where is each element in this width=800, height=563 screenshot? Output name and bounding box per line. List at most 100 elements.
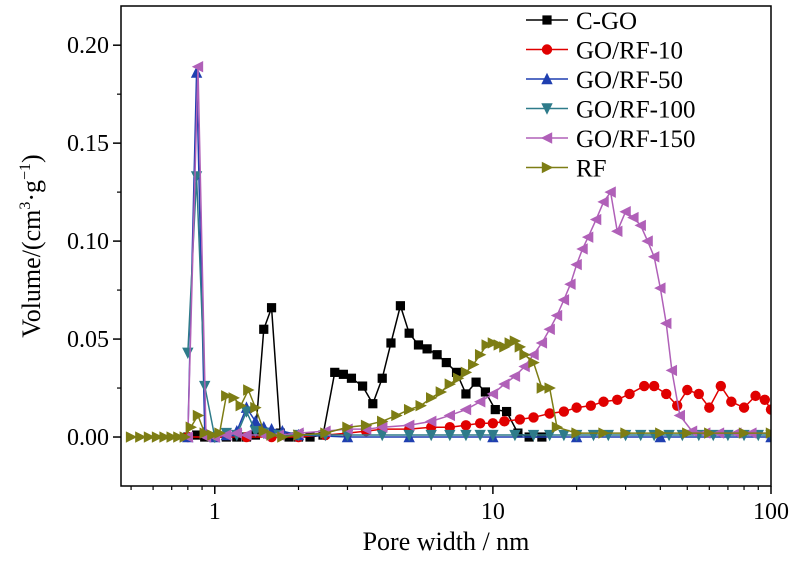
data-point [443,409,456,422]
data-point [214,427,226,439]
legend-label: RF [576,156,607,183]
tick-layer: 0.00 0.05 0.10 0.15 0.20 1 10 100 [67,33,789,525]
legend-label: GO/RF-100 [576,97,695,124]
series-layer [125,61,771,444]
data-point [395,301,406,311]
data-point [166,431,178,443]
data-point [404,328,414,338]
legend-item: GO/RF-50 [526,67,683,94]
legend-marker [541,72,553,85]
data-point [598,427,610,439]
data-point [192,409,205,422]
data-point [402,419,415,431]
data-point [243,384,255,396]
legend-label: GO/RF-150 [576,126,695,153]
data-point [481,339,493,351]
data-point [258,425,270,437]
data-point [647,251,660,263]
data-point [338,369,348,379]
data-point [682,384,693,396]
data-point [765,404,771,415]
data-point [620,427,632,439]
y-axis-title-sup2: −1 [17,163,34,180]
legend-marker [541,103,553,115]
data-point [474,418,486,429]
data-point [673,409,686,422]
data-point [544,382,556,394]
data-point [693,388,704,400]
data-point [143,431,156,443]
data-point [519,349,531,361]
data-point [672,400,683,411]
data-point [528,356,540,369]
data-point [342,421,354,433]
data-point [509,335,522,347]
data-point [228,392,240,404]
data-point [377,373,387,383]
data-point [480,387,491,397]
data-point [221,390,233,402]
legend-marker [540,132,553,144]
data-point [346,373,357,383]
x-axis-title: Pore width / nm [363,527,530,556]
y-tick-label: 0.20 [67,33,109,59]
data-point [527,349,539,361]
data-point [240,429,252,441]
data-point [220,429,232,441]
data-point [293,429,305,441]
data-point [266,303,277,313]
data-point [627,211,639,224]
data-point [173,431,185,443]
y-tick-label: 0.10 [67,229,109,255]
data-point [415,399,427,412]
data-point [250,401,262,414]
data-point [759,394,771,405]
data-point [490,404,500,415]
data-point [191,61,204,73]
data-point [514,414,526,425]
data-point [360,419,373,431]
data-point [660,317,672,330]
data-point [612,394,623,405]
data-point [444,378,457,390]
data-point [750,390,761,402]
y-axis-title-mid: ·g [17,180,46,202]
data-point [558,406,570,417]
data-point [444,429,456,442]
data-point [182,347,194,359]
x-tick-label: 100 [753,499,789,525]
data-point [487,418,499,429]
x-tick-label: 1 [209,499,221,525]
data-point [597,196,609,208]
data-point [435,386,448,398]
data-point [704,427,716,439]
data-point [432,350,442,360]
data-point [655,427,667,439]
legend-label: GO/RF-10 [576,38,683,65]
legend-item: GO/RF-100 [526,97,695,124]
data-point [425,392,438,404]
legend-marker [542,15,552,25]
data-point [564,278,576,290]
data-point [486,388,499,400]
data-point [551,421,564,433]
y-tick-label: 0.05 [67,327,109,353]
data-point [499,416,510,427]
data-point [460,366,473,379]
data-point [527,429,540,442]
data-point [558,429,570,442]
plot-frame [120,5,772,487]
data-point [190,171,203,183]
data-point [459,403,472,416]
data-point [571,427,583,439]
data-point [474,349,487,361]
data-point [422,344,432,354]
data-point [424,415,437,428]
data-point [125,431,138,443]
data-point [413,340,424,350]
data-point [619,206,631,218]
legend-item: RF [526,156,607,183]
legend-label: GO/RF-50 [576,67,683,94]
data-point [190,66,203,78]
data-point [648,380,660,392]
